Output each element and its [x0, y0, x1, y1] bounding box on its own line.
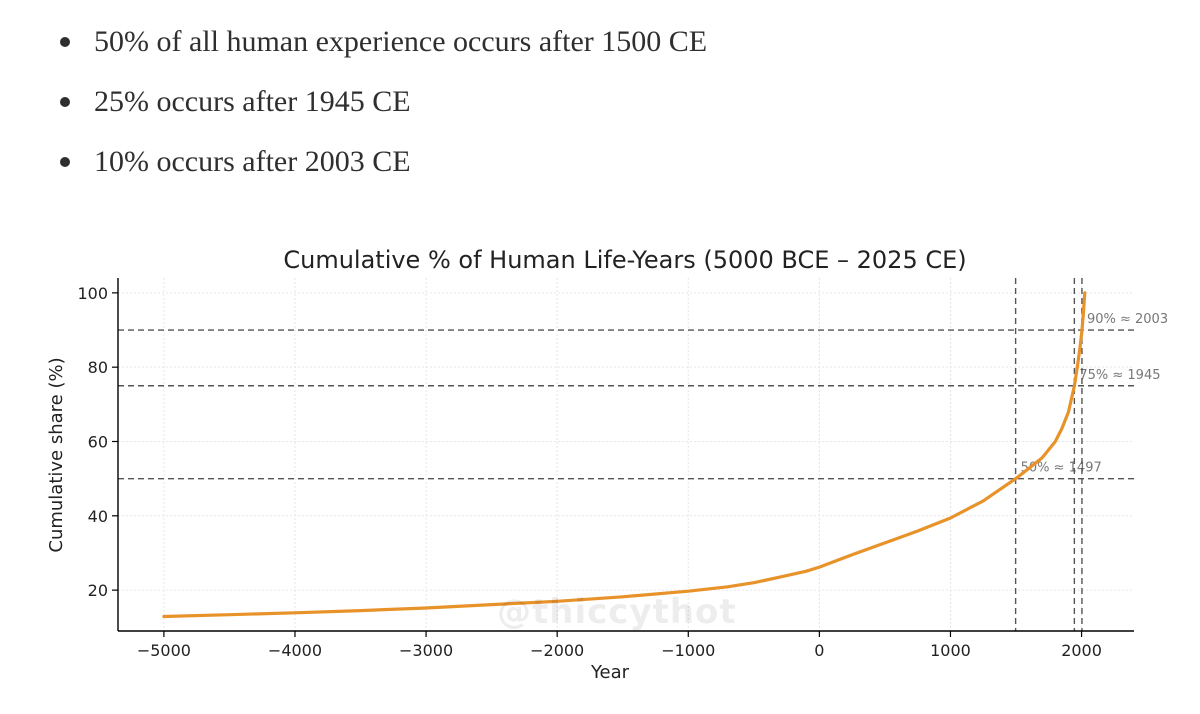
bullet-dot-icon — [60, 157, 70, 167]
chart-title: Cumulative % of Human Life-Years (5000 B… — [283, 246, 966, 274]
bullet-item: 25% occurs after 1945 CE — [60, 82, 411, 122]
x-tick-label: 1000 — [930, 641, 971, 660]
bullet-text: 25% occurs after 1945 CE — [94, 85, 411, 118]
grid-layer — [118, 278, 1134, 631]
bullet-dot-icon — [60, 97, 70, 107]
y-tick-label: 20 — [88, 581, 108, 600]
x-tick-label: −2000 — [530, 641, 584, 660]
bullet-text: 10% occurs after 2003 CE — [94, 145, 411, 178]
threshold-annotation: 50% ≈ 1497 — [1021, 461, 1102, 476]
y-tick-label: 60 — [88, 432, 108, 451]
x-tick-label: −3000 — [399, 641, 453, 660]
x-tick-label: −1000 — [661, 641, 715, 660]
y-tick-label: 80 — [88, 358, 108, 377]
watermark: @thiccythot — [497, 592, 737, 632]
threshold-annotation: 75% ≈ 1945 — [1079, 368, 1160, 383]
x-tick-label: −5000 — [137, 641, 191, 660]
cumulative-share-line — [162, 291, 1087, 619]
reference-lines: 50% ≈ 1497 75% ≈ 1945 90% ≈ 2003 — [118, 278, 1168, 631]
x-tick-label: 2000 — [1061, 641, 1102, 660]
bullet-text: 50% of all human experience occurs after… — [94, 25, 708, 58]
y-axis-label: Cumulative share (%) — [46, 357, 67, 552]
bullet-dot-icon — [60, 37, 70, 47]
axes: −5000 −4000 −3000 −2000 −1000 0 1000 2000 20 40 60… — [77, 278, 1134, 660]
y-tick-label: 40 — [88, 507, 108, 526]
bullet-item: 10% occurs after 2003 CE — [60, 142, 411, 182]
x-tick-label: 0 — [814, 641, 824, 660]
series-layer — [162, 291, 1087, 619]
x-tick-label: −4000 — [268, 641, 322, 660]
y-tick-label: 100 — [77, 284, 108, 303]
bullet-item: 50% of all human experience occurs after… — [60, 22, 707, 62]
threshold-annotation: 90% ≈ 2003 — [1087, 312, 1168, 327]
x-axis-label: Year — [590, 662, 630, 683]
